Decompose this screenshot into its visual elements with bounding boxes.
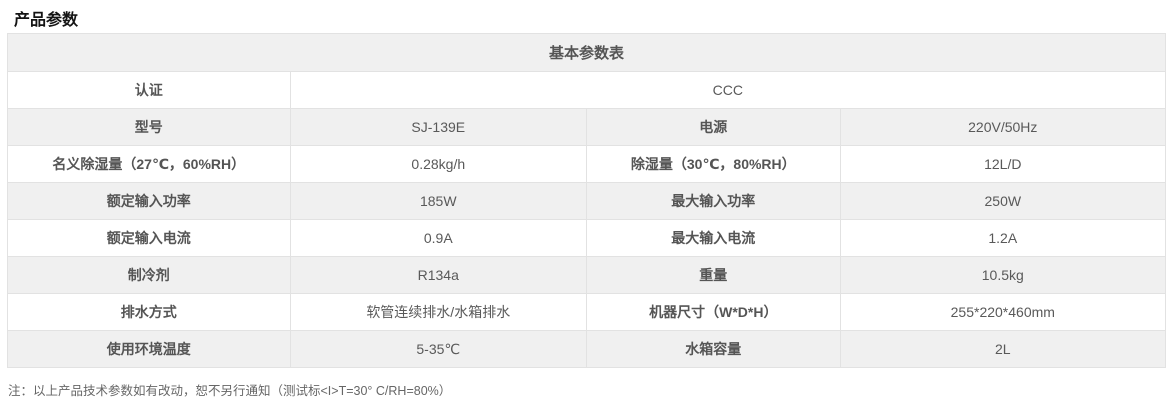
param-label: 额定输入电流 <box>7 219 291 257</box>
param-value: 软管连续排水/水箱排水 <box>289 293 587 331</box>
param-label: 型号 <box>7 108 291 146</box>
param-label: 除湿量（30℃，80%RH） <box>585 145 841 183</box>
param-value: 185W <box>289 182 587 220</box>
param-label: 最大输入功率 <box>585 182 841 220</box>
param-value: 0.28kg/h <box>289 145 587 183</box>
table-title: 基本参数表 <box>7 33 1166 72</box>
table-row: 认证 CCC <box>7 71 1167 109</box>
footer-note: 注：以上产品技术参数如有改动，恕不另行通知（测试标<I>T=30° C/RH=8… <box>8 384 452 398</box>
param-label: 使用环境温度 <box>7 330 291 368</box>
param-value: 2L <box>839 330 1167 368</box>
param-value: 255*220*460mm <box>839 293 1167 331</box>
param-value: CCC <box>289 71 1167 109</box>
param-label: 排水方式 <box>7 293 291 331</box>
table-row: 排水方式 软管连续排水/水箱排水 机器尺寸（W*D*H） 255*220*460… <box>7 293 1167 331</box>
table-row: 型号 SJ-139E 电源 220V/50Hz <box>7 108 1167 146</box>
param-label: 最大输入电流 <box>585 219 841 257</box>
param-value: 12L/D <box>839 145 1167 183</box>
param-value: SJ-139E <box>289 108 587 146</box>
param-value: R134a <box>289 256 587 294</box>
param-value: 250W <box>839 182 1167 220</box>
table-row: 额定输入电流 0.9A 最大输入电流 1.2A <box>7 219 1167 257</box>
table-row: 名义除湿量（27℃，60%RH） 0.28kg/h 除湿量（30℃，80%RH）… <box>7 145 1167 183</box>
param-label: 机器尺寸（W*D*H） <box>585 293 841 331</box>
param-value: 10.5kg <box>839 256 1167 294</box>
param-label: 重量 <box>585 256 841 294</box>
param-label: 电源 <box>585 108 841 146</box>
param-value: 220V/50Hz <box>839 108 1167 146</box>
table-row: 制冷剂 R134a 重量 10.5kg <box>7 256 1167 294</box>
param-value: 5-35℃ <box>289 330 587 368</box>
table-row: 额定输入功率 185W 最大输入功率 250W <box>7 182 1167 220</box>
basic-parameters-table: 基本参数表 认证 CCC 型号 SJ-139E 电源 220V/50Hz 名义除… <box>7 33 1167 368</box>
page-title: 产品参数 <box>14 12 79 29</box>
param-label: 水箱容量 <box>585 330 841 368</box>
param-label: 额定输入功率 <box>7 182 291 220</box>
param-label: 认证 <box>7 71 291 109</box>
param-value: 1.2A <box>839 219 1167 257</box>
table-row: 使用环境温度 5-35℃ 水箱容量 2L <box>7 330 1167 368</box>
param-label: 制冷剂 <box>7 256 291 294</box>
table-header-row: 基本参数表 <box>7 33 1166 72</box>
param-label: 名义除湿量（27℃，60%RH） <box>7 145 291 183</box>
param-value: 0.9A <box>289 219 587 257</box>
